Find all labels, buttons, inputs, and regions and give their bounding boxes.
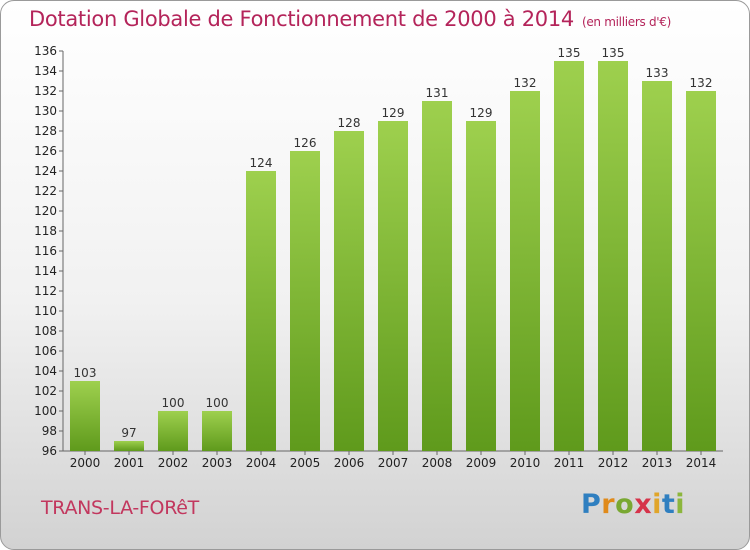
bar-value-label: 100: [162, 396, 185, 410]
bar: [334, 131, 364, 451]
x-tick-label: 2007: [378, 456, 409, 470]
bar-value-label: 103: [74, 366, 97, 380]
bar-value-label: 126: [294, 136, 317, 150]
logo-letter: P: [581, 489, 602, 520]
y-tick-label: 126: [34, 144, 57, 158]
x-tick-label: 2000: [70, 456, 101, 470]
logo-letter: i: [675, 489, 686, 520]
y-tick-label: 136: [34, 44, 57, 58]
x-tick-label: 2004: [246, 456, 277, 470]
y-tick-label: 112: [34, 284, 57, 298]
y-tick-label: 128: [34, 124, 57, 138]
x-tick-label: 2013: [642, 456, 673, 470]
bar: [246, 171, 276, 451]
bar: [202, 411, 232, 451]
y-tick-label: 110: [34, 304, 57, 318]
bar: [70, 381, 100, 451]
y-tick-label: 108: [34, 324, 57, 338]
x-tick-label: 2003: [202, 456, 233, 470]
x-tick-label: 2006: [334, 456, 365, 470]
y-axis: 96 98 100 102 104 106 108 110 112 114 116 118 120 122…: [34, 44, 64, 458]
value-labels: 103 97 100 100 124 126 128 129 131 129 132 135 135 13…: [74, 46, 713, 440]
bar-value-label: 129: [470, 106, 493, 120]
x-tick-label: 2002: [158, 456, 189, 470]
y-tick-label: 132: [34, 84, 57, 98]
x-tick-label: 2001: [114, 456, 145, 470]
y-tick-label: 98: [42, 424, 57, 438]
chart-title: Dotation Globale de Fonctionnement de 20…: [29, 7, 671, 31]
y-tick-label: 122: [34, 184, 57, 198]
x-tick-label: 2010: [510, 456, 541, 470]
bar: [422, 101, 452, 451]
bar-value-label: 135: [602, 46, 625, 60]
bar-value-label: 100: [206, 396, 229, 410]
y-tick-label: 96: [42, 444, 57, 458]
bar: [158, 411, 188, 451]
bar: [466, 121, 496, 451]
bar-value-label: 128: [338, 116, 361, 130]
bar-value-label: 97: [121, 426, 136, 440]
logo-letter: t: [661, 489, 676, 520]
bar-value-label: 131: [426, 86, 449, 100]
x-tick-label: 2008: [422, 456, 453, 470]
logo-letter: r: [601, 489, 616, 520]
bar: [642, 81, 672, 451]
y-tick-label: 114: [34, 264, 57, 278]
bar: [510, 91, 540, 451]
bar: [554, 61, 584, 451]
bar: [598, 61, 628, 451]
bar: [114, 441, 144, 451]
x-axis: 2000 2001 2002 2003 2004 2005 2006 2007 2008 2009…: [63, 450, 723, 470]
bar: [686, 91, 716, 451]
title-text: Dotation Globale de Fonctionnement de 20…: [29, 7, 574, 31]
logo-letter: o: [615, 489, 635, 520]
y-tick-label: 104: [34, 364, 57, 378]
y-tick-label: 130: [34, 104, 57, 118]
x-tick-label: 2009: [466, 456, 497, 470]
y-tick-label: 100: [34, 404, 57, 418]
x-tick-label: 2014: [686, 456, 717, 470]
bar-value-label: 132: [514, 76, 537, 90]
bar-value-label: 132: [690, 76, 713, 90]
proxiti-logo: Proxiti: [581, 489, 685, 520]
y-tick-label: 102: [34, 384, 57, 398]
y-tick-label: 124: [34, 164, 57, 178]
bars: [70, 61, 716, 451]
x-tick-label: 2011: [554, 456, 585, 470]
bar-value-label: 133: [646, 66, 669, 80]
x-tick-label: 2012: [598, 456, 629, 470]
logo-letter: i: [652, 489, 662, 520]
chart-subtitle: (en milliers d'€): [581, 15, 671, 29]
place-name: TRANS-LA-FORêT: [41, 497, 199, 519]
bar-value-label: 124: [250, 156, 273, 170]
y-tick-label: 134: [34, 64, 57, 78]
bar-value-label: 135: [558, 46, 581, 60]
y-tick-label: 120: [34, 204, 57, 218]
y-tick-label: 106: [34, 344, 57, 358]
bar: [378, 121, 408, 451]
y-tick-label: 118: [34, 224, 57, 238]
bar-value-label: 129: [382, 106, 405, 120]
x-tick-label: 2005: [290, 456, 321, 470]
logo-letter: x: [634, 489, 653, 520]
y-tick-label: 116: [34, 244, 57, 258]
bar: [290, 151, 320, 451]
